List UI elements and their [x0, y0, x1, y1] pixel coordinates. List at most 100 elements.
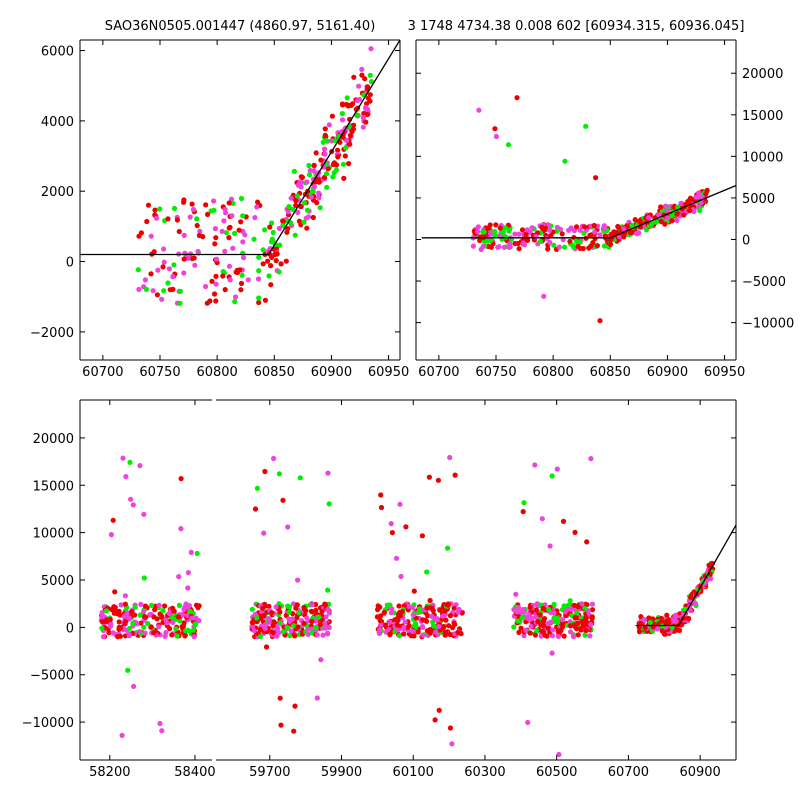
data-point — [427, 597, 433, 604]
data-point — [295, 577, 301, 583]
data-point — [313, 618, 319, 624]
data-point — [397, 633, 403, 639]
data-point — [525, 719, 531, 726]
y-tick-label: 5000 — [742, 192, 775, 207]
data-point — [278, 261, 284, 267]
data-point — [589, 607, 596, 613]
data-point — [671, 204, 677, 210]
data-point — [410, 612, 416, 618]
data-point — [547, 543, 553, 549]
data-point — [213, 273, 219, 279]
data-point — [539, 516, 545, 522]
data-point — [537, 238, 544, 244]
data-point — [459, 610, 465, 616]
x-tick-label: 60950 — [368, 365, 409, 380]
data-point — [303, 608, 309, 614]
data-point — [424, 569, 430, 575]
data-point — [252, 506, 259, 512]
data-point — [502, 225, 509, 231]
data-point — [123, 474, 129, 480]
data-point — [145, 202, 152, 208]
data-point — [447, 631, 453, 638]
data-point — [150, 288, 156, 294]
data-point — [389, 530, 395, 536]
data-point — [138, 230, 144, 236]
x-tick-label: 60300 — [464, 765, 505, 780]
data-point — [475, 224, 481, 230]
data-point — [304, 179, 310, 185]
data-point — [193, 621, 199, 627]
data-point — [309, 626, 315, 632]
data-point — [521, 500, 527, 506]
data-point — [132, 604, 138, 610]
data-point — [309, 630, 315, 636]
data-point — [516, 231, 522, 237]
data-point — [151, 614, 157, 620]
data-point — [395, 618, 401, 624]
data-point — [212, 241, 218, 247]
data-point — [262, 227, 268, 233]
data-point — [570, 242, 576, 248]
data-point — [401, 603, 407, 609]
data-point — [550, 627, 556, 633]
data-point — [420, 624, 426, 630]
data-point — [470, 243, 476, 249]
data-point — [548, 233, 554, 239]
data-point — [170, 619, 176, 626]
data-point — [227, 277, 233, 283]
data-point — [524, 237, 531, 243]
data-point — [278, 722, 284, 728]
data-point — [160, 264, 166, 270]
data-point — [222, 206, 228, 212]
data-point — [608, 231, 614, 238]
data-point — [141, 575, 147, 581]
data-point — [316, 179, 322, 185]
data-point — [296, 610, 302, 616]
data-point — [430, 623, 436, 629]
data-point — [405, 624, 411, 631]
data-point — [274, 251, 280, 257]
data-point — [266, 603, 272, 609]
data-point — [339, 117, 346, 123]
data-point — [345, 103, 351, 109]
data-point — [256, 299, 262, 306]
data-point — [174, 633, 180, 639]
y-tick-label: 2000 — [41, 185, 74, 200]
data-point — [344, 95, 350, 101]
data-point — [321, 146, 328, 152]
data-point — [293, 605, 299, 611]
y-tick-label: 20000 — [742, 67, 783, 82]
data-point — [367, 72, 373, 78]
data-point — [516, 629, 522, 636]
data-point — [681, 212, 687, 218]
data-point — [155, 267, 161, 273]
data-point — [165, 280, 171, 286]
data-point — [99, 625, 105, 631]
data-point — [240, 213, 246, 219]
data-point — [311, 184, 318, 190]
y-tick-label: 10000 — [742, 150, 783, 165]
data-point — [197, 228, 203, 234]
data-point — [693, 194, 699, 200]
data-point — [359, 72, 365, 78]
x-tick-label: 60850 — [590, 365, 631, 380]
data-point — [262, 601, 268, 608]
data-point — [393, 555, 400, 561]
data-point — [329, 113, 335, 119]
data-point — [147, 612, 153, 618]
data-point — [316, 195, 322, 201]
data-point — [532, 462, 538, 468]
data-point — [567, 629, 574, 635]
data-point — [632, 217, 638, 223]
data-point — [540, 605, 546, 612]
data-point — [587, 633, 593, 639]
data-point — [326, 501, 332, 507]
data-point — [519, 615, 525, 621]
data-point — [572, 529, 578, 536]
data-point — [163, 630, 169, 636]
data-point — [354, 98, 360, 104]
data-point — [560, 786, 565, 791]
data-point — [285, 603, 291, 609]
data-point — [406, 603, 412, 609]
data-point — [363, 119, 369, 125]
